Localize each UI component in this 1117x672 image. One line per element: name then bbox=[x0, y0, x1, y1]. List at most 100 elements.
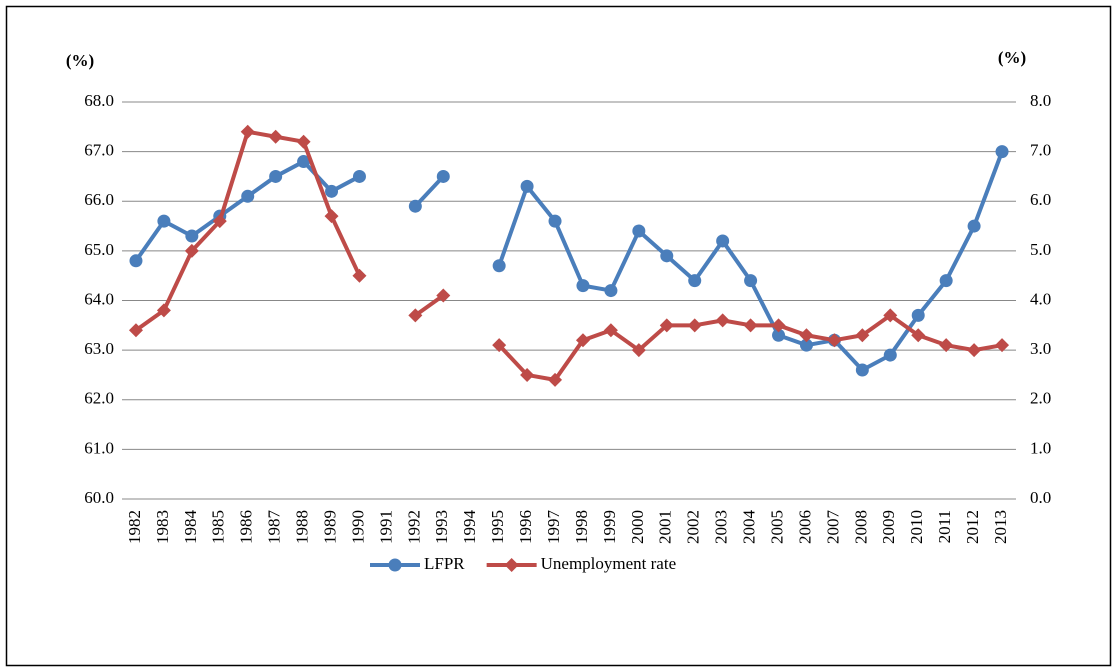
data-point bbox=[408, 199, 422, 213]
legend-marker bbox=[504, 558, 519, 572]
x-tick-label: 1989 bbox=[320, 510, 339, 544]
x-tick-label: 2004 bbox=[740, 510, 759, 545]
x-tick-label: 2005 bbox=[767, 510, 786, 544]
x-tick-label: 2000 bbox=[628, 510, 647, 544]
data-point bbox=[240, 124, 255, 139]
y2-tick-label: 5.0 bbox=[1030, 240, 1051, 259]
data-point bbox=[269, 169, 283, 183]
y-tick-label: 64.0 bbox=[84, 289, 114, 308]
data-point bbox=[184, 243, 199, 258]
x-tick-label: 1993 bbox=[432, 510, 451, 544]
data-point bbox=[939, 338, 954, 353]
data-point bbox=[157, 214, 171, 228]
x-tick-label: 2010 bbox=[907, 510, 926, 544]
data-point bbox=[520, 367, 535, 382]
data-point bbox=[939, 274, 953, 288]
data-point bbox=[799, 338, 813, 352]
y2-tick-label: 1.0 bbox=[1030, 438, 1051, 457]
y2-tick-label: 3.0 bbox=[1030, 339, 1051, 358]
data-point bbox=[772, 328, 786, 342]
y-tick-label: 67.0 bbox=[84, 141, 114, 160]
data-point bbox=[408, 308, 423, 323]
x-tick-label: 1995 bbox=[488, 510, 507, 544]
y2-axis-label: (%) bbox=[998, 48, 1026, 67]
y-tick-label: 68.0 bbox=[84, 91, 114, 110]
x-tick-label: 2003 bbox=[712, 510, 731, 544]
x-tick-label: 1985 bbox=[209, 510, 228, 544]
legend-label: Unemployment rate bbox=[541, 554, 677, 573]
data-point bbox=[743, 318, 758, 333]
x-tick-label: 2013 bbox=[991, 510, 1010, 544]
y-tick-label: 62.0 bbox=[84, 389, 114, 408]
x-tick-label: 1991 bbox=[376, 510, 395, 544]
y-tick-label: 60.0 bbox=[84, 488, 114, 507]
data-point bbox=[827, 333, 842, 348]
data-point bbox=[128, 323, 143, 338]
y2-tick-label: 4.0 bbox=[1030, 289, 1051, 308]
x-tick-label: 2007 bbox=[823, 510, 842, 545]
data-point bbox=[324, 209, 339, 224]
x-tick-label: 1988 bbox=[293, 510, 312, 544]
data-point bbox=[325, 184, 339, 198]
legend-label: LFPR bbox=[424, 554, 465, 573]
y2-tick-label: 7.0 bbox=[1030, 141, 1051, 160]
data-point bbox=[492, 338, 507, 353]
y2-tick-label: 0.0 bbox=[1030, 488, 1051, 507]
data-point bbox=[156, 303, 171, 318]
x-tick-label: 1997 bbox=[544, 510, 563, 545]
data-point bbox=[911, 308, 925, 322]
x-tick-label: 1986 bbox=[237, 510, 256, 544]
data-point bbox=[632, 224, 646, 238]
data-point bbox=[631, 343, 646, 358]
data-point bbox=[660, 249, 674, 263]
data-point bbox=[967, 219, 981, 233]
data-point bbox=[604, 284, 618, 298]
data-point bbox=[716, 234, 730, 248]
y2-tick-label: 2.0 bbox=[1030, 389, 1051, 408]
data-point bbox=[436, 288, 451, 303]
x-tick-label: 1999 bbox=[600, 510, 619, 544]
y-tick-label: 65.0 bbox=[84, 240, 114, 259]
data-point bbox=[855, 328, 870, 343]
data-point bbox=[883, 348, 897, 362]
x-tick-label: 1998 bbox=[572, 510, 591, 544]
x-tick-label: 2002 bbox=[684, 510, 703, 544]
chart-border bbox=[5, 5, 1112, 667]
y-axis-label: (%) bbox=[66, 51, 94, 70]
data-point bbox=[520, 179, 534, 193]
x-tick-label: 1996 bbox=[516, 510, 535, 544]
data-point bbox=[548, 214, 562, 228]
data-point bbox=[129, 254, 143, 268]
x-tick-label: 1983 bbox=[153, 510, 172, 544]
data-point bbox=[576, 279, 590, 293]
data-point bbox=[575, 333, 590, 348]
x-tick-label: 1992 bbox=[404, 510, 423, 544]
data-point bbox=[603, 323, 618, 338]
data-point bbox=[352, 169, 366, 183]
x-tick-label: 2011 bbox=[935, 510, 954, 543]
data-point bbox=[548, 372, 563, 387]
data-point bbox=[911, 328, 926, 343]
data-point bbox=[967, 343, 982, 358]
data-point bbox=[688, 274, 702, 288]
x-tick-label: 2009 bbox=[879, 510, 898, 544]
data-point bbox=[855, 363, 869, 377]
data-point bbox=[687, 318, 702, 333]
y2-tick-label: 8.0 bbox=[1030, 91, 1051, 110]
data-point bbox=[799, 328, 814, 343]
data-point bbox=[995, 145, 1009, 159]
data-point bbox=[995, 338, 1010, 353]
x-tick-label: 1990 bbox=[348, 510, 367, 544]
x-tick-label: 1994 bbox=[460, 510, 479, 545]
x-tick-label: 2006 bbox=[795, 510, 814, 544]
data-point bbox=[268, 129, 283, 144]
data-point bbox=[296, 134, 311, 149]
legend-marker bbox=[388, 558, 402, 572]
data-point bbox=[492, 259, 506, 273]
y-tick-label: 61.0 bbox=[84, 438, 114, 457]
data-point bbox=[659, 318, 674, 333]
x-tick-label: 1987 bbox=[265, 510, 284, 545]
y2-tick-label: 6.0 bbox=[1030, 190, 1051, 209]
